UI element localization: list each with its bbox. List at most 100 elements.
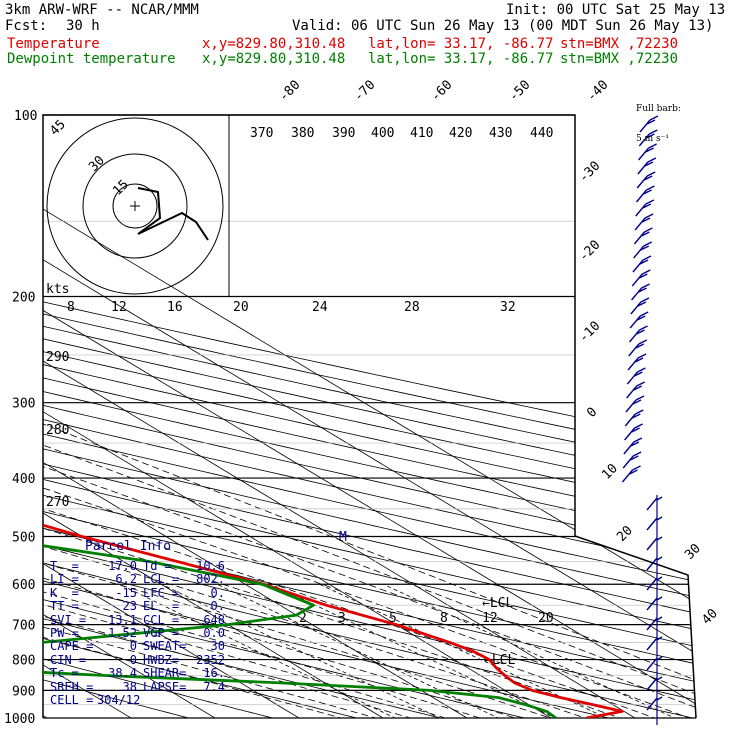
isotherm [43,115,573,718]
parcel-key: T = [50,559,79,573]
parcel-value: 0. [210,585,225,600]
hodo-ring [112,183,158,229]
forecast-value: 30 h [66,18,100,34]
parcel-key: SREH = [50,679,94,694]
theta-label: 380 [291,126,314,141]
temp-tick-right: -20 [576,238,603,265]
moist-adiabat [43,296,590,718]
mixing-ratio-low-label: 8 [440,611,448,626]
parcel-marker: M [339,530,347,545]
wind-barb [646,496,663,511]
wind-barb [622,451,642,469]
mixing-ratio-label: 32 [500,300,516,315]
wind-barb [627,353,647,371]
temp-tick-top: -50 [506,78,533,105]
wind-barb [635,199,655,217]
wind-barb [631,269,651,287]
temp-station: stn=BMX ,72230 [560,36,679,52]
wind-barb [636,171,656,189]
wind-barb [646,656,663,671]
parcel-value: 13.1 [108,612,137,627]
hodo-kts-label: kts [46,282,69,297]
init-time: Init: 00 UTC Sat 25 May 13 [506,2,726,18]
parcel-info-panel: Parcel Info T = 17.0 Td = 10.6 LI = 6.2 LCL = 8… [43,536,248,730]
parcel-key: CIN = [50,652,87,667]
mixing-ratio-line [217,583,526,718]
dry-adiabat [43,115,664,718]
dry-adiabat [43,115,696,718]
mixing-ratio-label: 20 [233,300,249,315]
mixing-ratio-label: 12 [111,300,127,315]
theta-label: 370 [250,126,273,141]
wind-barbs [621,115,663,725]
plot-border [42,114,697,719]
legend-temperature: Temperature [7,36,100,52]
mixing-ratio-lines [119,583,696,718]
dry-adiabat [43,115,696,718]
mixing-ratio-low-label: 12 [482,611,498,626]
hodo-ring-label: 45 [47,117,69,139]
parcel-value: 23 [122,599,137,614]
hodograph-trace [137,187,209,241]
lcl-marker: ←LCL [482,596,513,611]
dry-adiabat [43,115,696,718]
wind-barb [626,381,646,399]
parcel-value: 17.0 [108,559,137,573]
plot-frame [42,114,697,719]
dry-adiabat [43,115,696,718]
parcel-value: 648 [203,612,225,627]
wind-barb [633,227,653,245]
wind-barb [646,556,663,571]
parcel-key: LI = [50,572,79,587]
wind-barb [633,241,653,259]
theta-label: 440 [530,126,553,141]
mixing-ratio-low-label: 3 [338,611,346,626]
parcel-key: SVI = [50,612,87,627]
wind-barb [646,676,663,691]
legend-dewpoint: Dewpoint temperature [7,51,176,67]
parcel-value: 1.52 [108,626,137,640]
wind-barb [646,576,663,591]
parcel-key: TT = [50,599,79,614]
temp-tick-right: -30 [576,159,603,186]
dew-station: stn=BMX ,72230 [560,51,679,67]
parcel-info-title: Parcel Info [85,539,172,554]
theta-left-label: 280 [46,423,69,438]
parcel-key: K = [50,585,79,600]
dry-adiabat [43,115,696,718]
theta-label: 420 [449,126,472,141]
pressure-label: 700 [12,619,35,634]
wind-barb [646,516,663,531]
barb-legend-line1: Full barb: [636,104,681,114]
temp-tick-right: 10 [599,461,621,483]
parcel-key: HWBZ= [143,652,180,667]
wind-barb [646,616,663,631]
wind-barb [646,536,663,551]
mixing-ratio-line [270,583,583,718]
wind-barb [631,283,650,301]
wind-barb [628,339,648,357]
moist-adiabat [43,296,696,718]
parcel-value: 16. [203,666,225,681]
theta-left-label: 270 [46,495,69,510]
dry-adiabat [43,115,696,718]
hodo-ring [82,153,188,259]
parcel-value: 802. [196,572,225,587]
hodo-ring-label: 15 [110,177,132,199]
wind-barb [635,185,655,203]
wind-barb [630,297,650,315]
wind-barb [638,129,658,147]
dry-adiabat [43,115,239,718]
isotherm [43,115,696,718]
valid-time: Valid: 06 UTC Sun 26 May 13 (00 MDT Sun … [292,18,714,34]
pressure-label: 100 [14,109,37,124]
dry-adiabat [43,115,696,718]
parcel-value: 38 [122,679,137,694]
hodo-ring-label: 30 [86,153,108,175]
wind-barb [629,311,649,329]
pressure-label: 400 [12,472,35,487]
mixing-ratio-line [161,583,467,718]
moist-adiabat [43,296,556,718]
